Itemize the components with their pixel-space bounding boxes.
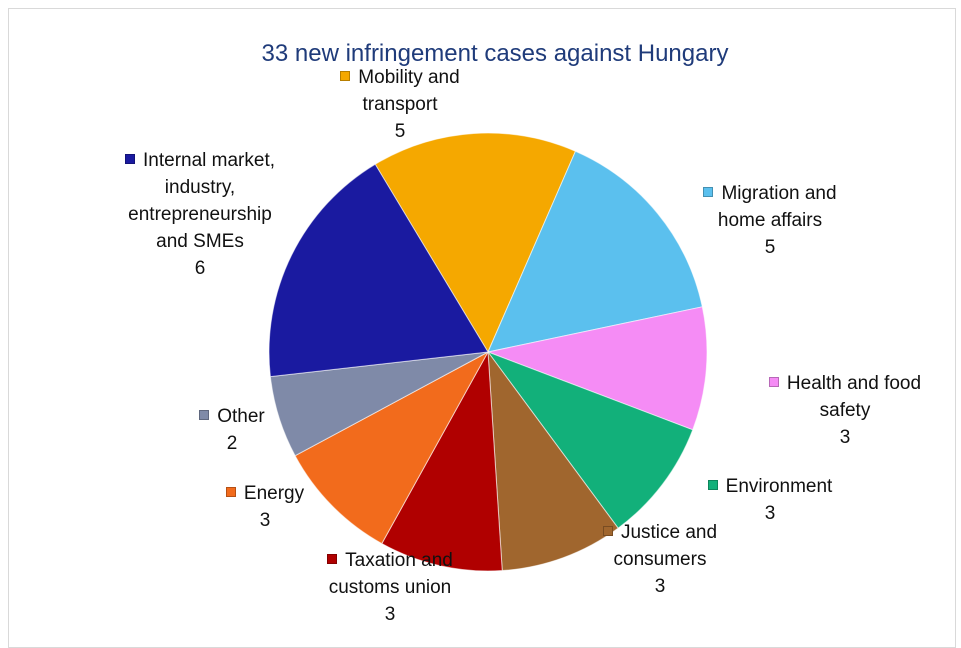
page: {"chart_data": {"type": "pie", "title": … bbox=[8, 8, 956, 648]
pie-slice bbox=[268, 163, 489, 378]
slice-name: Environment bbox=[725, 476, 833, 497]
legend-marker bbox=[768, 377, 779, 387]
legend-marker bbox=[199, 410, 210, 420]
slice-value: 3 bbox=[384, 604, 396, 625]
legend-marker bbox=[703, 187, 714, 197]
slice-value: 3 bbox=[764, 503, 776, 524]
pie-slice bbox=[486, 350, 694, 529]
pie-slice bbox=[487, 150, 703, 353]
pie-slice bbox=[487, 350, 619, 572]
slice-label: Taxation and customs union 3 bbox=[295, 547, 485, 628]
slice-name: Other bbox=[217, 406, 265, 427]
slice-name: Internal market, industry, entrepreneurs… bbox=[128, 150, 275, 252]
slice-value: 3 bbox=[839, 427, 851, 448]
slice-label: Health and food safety 3 bbox=[745, 370, 945, 451]
legend-marker bbox=[125, 154, 135, 164]
slice-name: Taxation and customs union bbox=[328, 550, 453, 598]
slice-value: 5 bbox=[764, 237, 776, 258]
legend-marker bbox=[225, 487, 236, 497]
pie-slice bbox=[381, 350, 503, 572]
slice-label: Internal market, industry, entrepreneurs… bbox=[115, 147, 285, 282]
legend-marker bbox=[707, 480, 718, 490]
slice-label: Energy 3 bbox=[200, 480, 330, 534]
slice-label: Justice and consumers 3 bbox=[575, 519, 745, 600]
slice-name: Justice and consumers bbox=[613, 522, 718, 570]
slice-name: Health and food safety bbox=[786, 373, 922, 421]
slice-label: Other 2 bbox=[177, 403, 287, 457]
chart-title: 33 new infringement cases against Hungar… bbox=[261, 40, 729, 67]
legend-marker bbox=[327, 554, 338, 564]
slice-label: Environment 3 bbox=[685, 473, 855, 527]
pie-slice bbox=[486, 306, 708, 431]
pie-chart bbox=[268, 132, 708, 572]
slice-name: Migration and home affairs bbox=[717, 183, 837, 231]
slice-name: Energy bbox=[243, 483, 305, 504]
legend-marker bbox=[340, 71, 351, 81]
slice-value: 3 bbox=[259, 510, 271, 531]
slice-value: 3 bbox=[654, 576, 666, 597]
slice-value: 6 bbox=[194, 258, 206, 279]
slice-label: Migration and home affairs 5 bbox=[685, 180, 855, 261]
slice-label: Mobility and transport 5 bbox=[325, 64, 475, 145]
slice-value: 5 bbox=[394, 121, 406, 142]
pie-slice bbox=[294, 350, 490, 545]
pie-slice bbox=[374, 132, 577, 354]
slice-value: 2 bbox=[226, 433, 238, 454]
legend-marker bbox=[602, 526, 613, 536]
slice-name: Mobility and transport bbox=[358, 67, 460, 115]
